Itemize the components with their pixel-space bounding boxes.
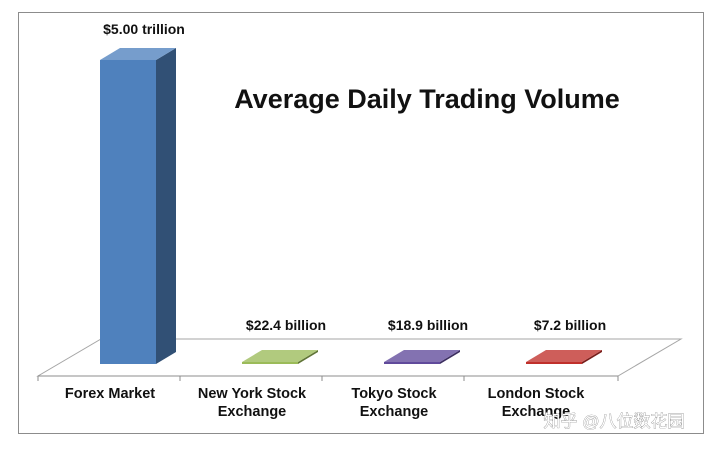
data-label: $7.2 billion (534, 317, 606, 333)
bar-side (582, 350, 602, 364)
data-labels-group: $5.00 trillion $22.4 billion $18.9 billion… (103, 21, 606, 333)
bar-front (526, 362, 582, 364)
watermark: 知乎 @八位数花园 (544, 412, 685, 431)
bar (384, 350, 460, 364)
bars-group (100, 48, 602, 364)
bar-side (298, 350, 318, 364)
x-tick-label: New York Stock Exchange (198, 386, 307, 420)
x-tick-label: London Stock Exchange (488, 386, 586, 420)
bar-front (384, 362, 440, 364)
bar-top (242, 350, 318, 362)
data-label: $18.9 billion (388, 317, 468, 333)
bar-top (526, 350, 602, 362)
x-tick-labels-group: Forex Market New York Stock Exchange Tokyo … (65, 386, 585, 420)
bar-top (384, 350, 460, 362)
bar-front (242, 362, 298, 364)
chart-title: Average Daily Trading Volume (234, 84, 620, 114)
bar (526, 350, 602, 364)
bar (242, 350, 318, 364)
x-tick-label: Forex Market (65, 386, 155, 402)
x-axis-ticks (37, 376, 619, 381)
data-label: $5.00 trillion (103, 21, 185, 37)
bar (100, 48, 176, 364)
data-label: $22.4 billion (246, 317, 326, 333)
bar-top (100, 48, 176, 60)
bar-side (440, 350, 460, 364)
bar-front (100, 60, 156, 364)
x-tick-label: Tokyo Stock Exchange (351, 386, 437, 420)
bar-side (156, 48, 176, 364)
